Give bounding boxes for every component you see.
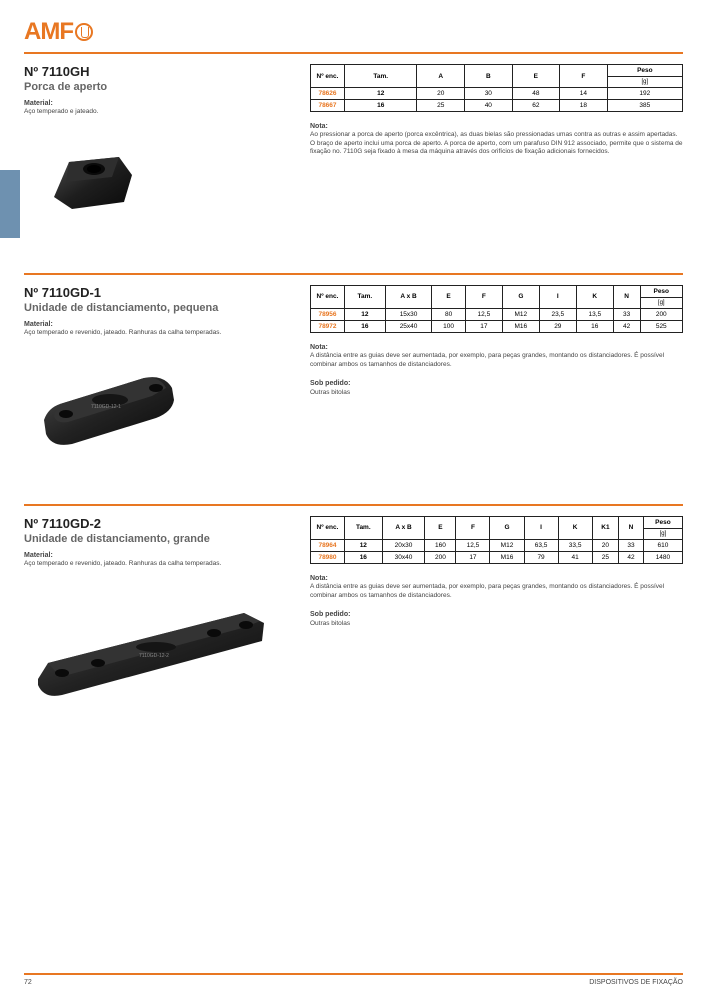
product-image: 7110GD-12-1 [24, 348, 298, 458]
table-row: 78667 16 25 40 62 18 385 [311, 100, 683, 112]
page-header: AMF [24, 18, 683, 46]
material-label: Material: [24, 100, 53, 107]
section-7110gd1: Nº 7110GD-1 Unidade de distanciamento, p… [24, 275, 683, 464]
table-row: 78964 12 20x30 160 12,5 M12 63,5 33,5 20… [311, 539, 683, 551]
logo-icon [75, 23, 93, 41]
demand-block: Sob pedido: Outras bitolas [310, 379, 683, 397]
material-text: Aço temperado e jateado. [24, 108, 98, 115]
demand-block: Sob pedido: Outras bitolas [310, 610, 683, 628]
note-block: Nota: A distância entre as guias deve se… [310, 574, 683, 600]
section-7110gh: Nº 7110GH Porca de aperto Material: Aço … [24, 54, 683, 233]
product-image [24, 127, 298, 227]
logo-text: AMF [24, 18, 73, 46]
table-row: 78956 12 15x30 80 12,5 M12 23,5 13,5 33 … [311, 308, 683, 320]
note-block: Nota: A distância entre as guias deve se… [310, 343, 683, 369]
th-enc: Nº enc. [311, 65, 345, 88]
table-row: 78972 16 25x40 100 17 M16 29 16 42 525 [311, 320, 683, 332]
side-tab [0, 170, 20, 238]
footer-page: 72 [24, 979, 32, 986]
product-title: Unidade de distanciamento, grande [24, 533, 298, 545]
svg-text:7110GD-12-1: 7110GD-12-1 [91, 404, 121, 410]
section-7110gd2: Nº 7110GD-2 Unidade de distanciamento, g… [24, 506, 683, 713]
spec-table: Nº enc. Tam. A x B E F G I K K1 N Peso [… [310, 516, 683, 564]
table-row: 78980 16 30x40 200 17 M16 79 41 25 42 14… [311, 551, 683, 563]
product-image: 7110GD-12-2 [24, 587, 298, 707]
material-block: Material: Aço temperado e revenido, jate… [24, 320, 298, 338]
product-code: Nº 7110GH [24, 64, 298, 79]
svg-text:7110GD-12-2: 7110GD-12-2 [139, 653, 169, 659]
product-code: Nº 7110GD-2 [24, 516, 298, 531]
product-title: Porca de aperto [24, 81, 298, 93]
footer-right: DISPOSITIVOS DE FIXAÇÃO [589, 979, 683, 986]
note-block: Nota: Ao pressionar a porca de aperto (p… [310, 122, 683, 157]
product-title: Unidade de distanciamento, pequena [24, 302, 298, 314]
spec-table: Nº enc. Tam. A B E F Peso [g] 78626 12 2… [310, 64, 683, 112]
material-block: Material: Aço temperado e revenido, jate… [24, 551, 298, 569]
spec-table: Nº enc. Tam. A x B E F G I K N Peso [g] … [310, 285, 683, 333]
page-footer: 72 DISPOSITIVOS DE FIXAÇÃO [24, 973, 683, 986]
material-block: Material: Aço temperado e jateado. [24, 99, 298, 117]
table-row: 78626 12 20 30 48 14 192 [311, 88, 683, 100]
product-code: Nº 7110GD-1 [24, 285, 298, 300]
